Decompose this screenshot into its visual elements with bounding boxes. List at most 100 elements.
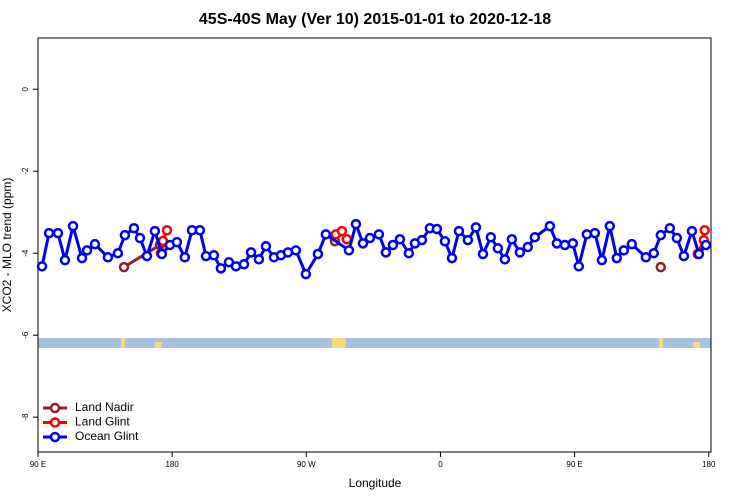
point [567,238,579,249]
x-tick-label: 180 [165,460,179,469]
x-tick-label: 90 W [297,460,316,469]
point [506,234,518,245]
point [551,238,563,249]
point [161,224,173,236]
point [529,231,541,243]
point [431,223,443,235]
point [446,252,458,264]
point [245,247,257,258]
point [119,229,131,241]
point [52,227,64,239]
point [312,248,324,260]
series-line [40,219,708,278]
x-tick-label: 90 E [30,460,46,469]
point [343,245,355,256]
point [357,238,369,249]
x-tick-label: 180 [702,460,716,469]
point [626,238,638,250]
point [514,247,526,258]
y-axis-label: XCO2 - MLO trend (ppm) [0,178,14,313]
point [618,245,630,256]
point [589,227,601,239]
point [253,254,265,265]
point [699,224,710,236]
point [693,248,705,260]
point [416,234,428,246]
point [128,222,140,234]
point [43,227,55,239]
legend-label: Land Glint [75,415,130,429]
legend-item: Land Nadir [43,400,134,414]
point [470,222,482,233]
legend-label: Ocean Glint [75,429,139,443]
point [387,239,399,251]
point [604,220,616,232]
x-tick-label: 90 E [566,460,582,469]
point [59,254,71,266]
point [485,231,497,243]
x-tick-label: 0 [438,460,443,469]
point [194,224,206,236]
point [439,236,451,247]
chart-title: 45S-40S May (Ver 10) 2015-01-01 to 2020-… [199,11,551,28]
point [102,252,114,263]
point [394,234,406,245]
point [215,263,227,274]
legend-marker [49,431,61,443]
point [700,239,712,251]
point [655,229,667,241]
point [453,225,465,237]
point [76,252,88,264]
legend-item: Land Glint [43,415,130,429]
legend-marker [49,402,61,414]
legend-label: Land Nadir [75,400,134,414]
point [522,241,534,253]
legend-marker [49,417,61,428]
point [678,250,690,262]
y-tick-label: -8 [21,413,30,421]
point [36,261,48,272]
point [655,261,667,273]
point [664,222,676,234]
point [492,243,504,254]
point [373,229,385,240]
point [403,247,415,259]
point [596,254,608,266]
point [134,232,146,244]
plot-frame [37,37,712,453]
y-tick-label: -4 [21,249,30,257]
legend-item: Ocean Glint [43,429,139,443]
point [208,249,220,261]
point [581,229,593,240]
x-axis-label: Longitude [349,476,402,490]
point [380,247,392,258]
point [364,232,376,244]
land-mask-strip [38,338,711,348]
point [141,250,153,262]
point [67,220,79,232]
point [671,232,683,244]
point [179,252,191,263]
point [573,261,585,272]
y-tick-label: 0 [21,86,30,91]
y-tick-label: -2 [21,167,30,175]
point [320,229,332,240]
point [260,240,272,252]
point [300,268,312,280]
point [230,261,242,272]
point [238,259,250,270]
point [648,247,660,259]
point [686,225,698,237]
point [499,254,511,265]
point [640,252,652,263]
point [336,225,348,237]
point [171,236,183,248]
point [477,248,489,260]
point [350,218,362,230]
point [462,234,474,246]
point [81,245,93,256]
point [544,220,556,232]
y-tick-label: -6 [21,331,30,339]
point [611,252,623,264]
